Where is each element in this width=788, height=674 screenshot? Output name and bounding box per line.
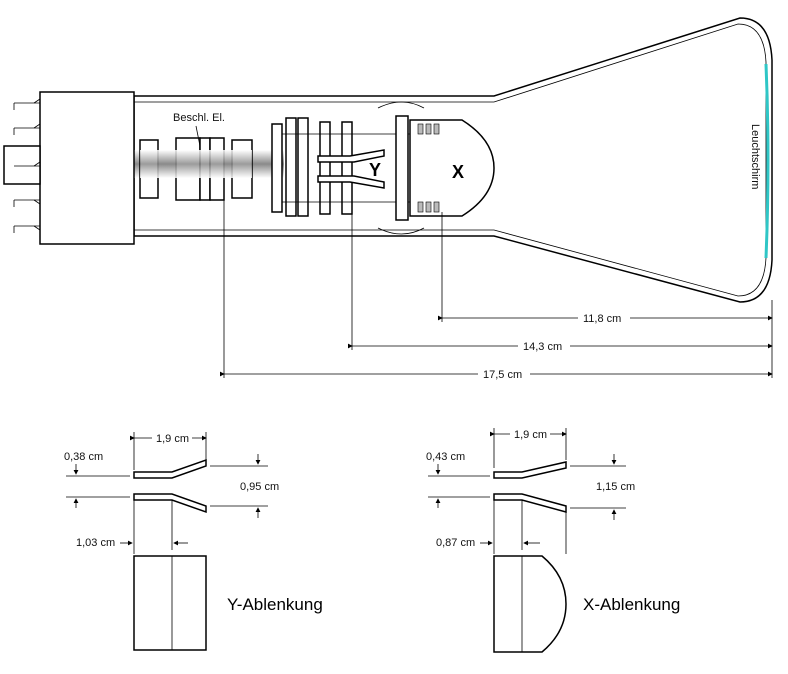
y-dim-gap-start: 0,38 cm	[64, 451, 103, 463]
x-deflection-detail: 1,9 cm 0,43 cm 1,15 cm 0,87 cm X-Ablenku…	[426, 427, 680, 653]
y-dim-gap-end: 0,95 cm	[240, 481, 279, 493]
y-deflection-detail: 1,9 cm 0,38 cm 0,95 cm 1,03 cm Y-Ablenku…	[64, 431, 323, 651]
crt-tube: Beschl. El. Y X Leuchtschirm 11,8 cm 14,…	[3, 17, 773, 381]
fluorescent-screen	[764, 63, 770, 259]
dim-x-screen: 11,8 cm	[583, 313, 621, 325]
x-dim-length: 1,9 cm	[514, 429, 547, 441]
deflection-assembly	[271, 101, 495, 235]
screen-label: Leuchtschirm	[749, 124, 761, 189]
x-dim-gap-end: 1,15 cm	[596, 481, 635, 493]
x-plates-label: X	[452, 162, 464, 182]
dim-accel-screen: 17,5 cm	[483, 369, 522, 381]
dim-y-screen: 14,3 cm	[523, 341, 562, 353]
x-dim-gap-start: 0,43 cm	[426, 451, 465, 463]
x-deflection-title: X-Ablenkung	[583, 595, 680, 614]
y-dim-length: 1,9 cm	[156, 433, 189, 445]
accel-electrode-label: Beschl. El.	[173, 112, 225, 124]
y-plates-label: Y	[369, 160, 381, 180]
y-dim-straight: 1,03 cm	[76, 537, 115, 549]
tube-base	[3, 91, 135, 245]
x-dim-straight: 0,87 cm	[436, 537, 475, 549]
y-deflection-title: Y-Ablenkung	[227, 595, 323, 614]
electron-gun	[139, 137, 253, 201]
tube-dimensions: 11,8 cm 14,3 cm 17,5 cm	[220, 200, 773, 381]
